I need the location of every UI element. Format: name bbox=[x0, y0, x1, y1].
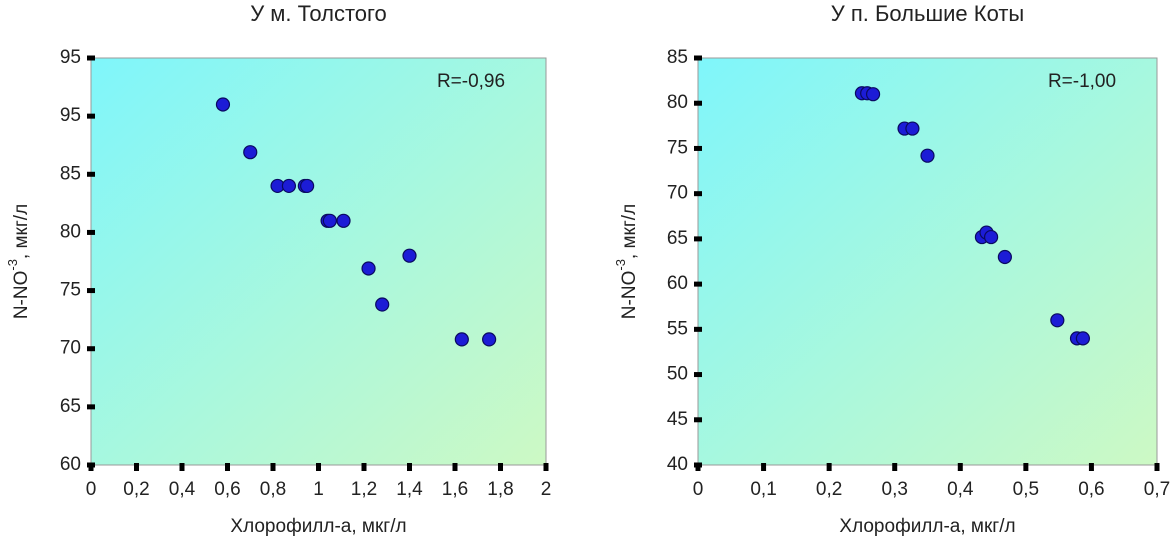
y-tick-label: 75 bbox=[60, 280, 81, 301]
plot-area bbox=[697, 57, 1158, 466]
x-tick-label: 0,6 bbox=[214, 479, 240, 500]
point bbox=[402, 248, 417, 263]
y-tick-label: 85 bbox=[60, 163, 81, 184]
point bbox=[997, 249, 1012, 265]
x-tick-label: 0 bbox=[693, 479, 704, 500]
point bbox=[1075, 331, 1091, 346]
x-tick-label: 0 bbox=[86, 479, 97, 500]
chart-title: У п. Большие Коты bbox=[831, 1, 1024, 26]
y-tick-label: 80 bbox=[667, 92, 688, 113]
x-tick-label: 0,5 bbox=[1013, 479, 1039, 500]
x-tick-label: 1,4 bbox=[396, 479, 423, 500]
y-tick-label: 50 bbox=[667, 364, 688, 385]
point bbox=[322, 213, 337, 228]
x-tick-label: 1,6 bbox=[442, 479, 468, 500]
x-tick-label: 0,4 bbox=[947, 479, 974, 500]
y-tick-label: 55 bbox=[667, 318, 688, 339]
y-label-base: N-NO bbox=[619, 271, 640, 320]
point bbox=[984, 229, 999, 245]
y-label-unit: , мкг/л bbox=[619, 204, 640, 259]
y-axis-label: N-NO-3, мкг/л bbox=[613, 204, 640, 319]
y-label-sup: -3 bbox=[613, 259, 628, 271]
x-axis-label: Хлорофилл-а, мкг/л bbox=[839, 516, 1015, 537]
y-tick-label: 45 bbox=[667, 409, 688, 430]
x-tick-label: 2 bbox=[541, 479, 552, 500]
annotation: R=-0,96 bbox=[437, 71, 505, 92]
x-tick-label: 1,8 bbox=[487, 479, 513, 500]
x-tick-label: 0,2 bbox=[123, 479, 149, 500]
x-tick-label: 0,1 bbox=[750, 479, 776, 500]
point bbox=[215, 97, 231, 112]
y-label-unit: , мкг/л bbox=[11, 204, 32, 259]
x-tick-label: 0,7 bbox=[1144, 479, 1170, 500]
y-tick-label: 75 bbox=[667, 137, 688, 158]
x-tick-label: 0,3 bbox=[882, 479, 908, 500]
point bbox=[482, 332, 497, 347]
y-tick-label: 70 bbox=[60, 338, 81, 359]
y-axis-label: N-NO-3, мкг/л bbox=[5, 204, 32, 319]
y-tick-label: 60 bbox=[60, 454, 81, 475]
point bbox=[300, 178, 315, 194]
y-tick-label: 95 bbox=[60, 105, 81, 126]
point bbox=[281, 178, 297, 194]
point bbox=[375, 297, 390, 312]
annotation: R=-1,00 bbox=[1048, 71, 1116, 92]
y-tick-label: 40 bbox=[667, 454, 688, 475]
x-tick-label: 0,2 bbox=[816, 479, 842, 500]
point bbox=[905, 121, 920, 136]
y-tick-label: 70 bbox=[667, 183, 688, 204]
plot-area bbox=[90, 57, 547, 466]
point bbox=[361, 261, 376, 276]
x-tick-label: 0,4 bbox=[169, 479, 196, 500]
y-label-sup: -3 bbox=[5, 259, 20, 271]
y-tick-label: 85 bbox=[667, 47, 688, 68]
point bbox=[1050, 313, 1065, 328]
point bbox=[243, 145, 258, 160]
x-tick-label: 1 bbox=[313, 479, 324, 500]
y-tick-label: 60 bbox=[667, 273, 688, 294]
x-axis-label: Хлорофилл-а, мкг/л bbox=[230, 516, 406, 537]
y-tick-label: 65 bbox=[60, 396, 81, 417]
x-tick-label: 0,8 bbox=[260, 479, 286, 500]
point bbox=[336, 213, 351, 228]
y-label-base: N-NO bbox=[11, 271, 32, 320]
point bbox=[454, 332, 469, 347]
point bbox=[920, 148, 935, 163]
y-tick-label: 80 bbox=[60, 221, 81, 242]
x-tick-label: 0,6 bbox=[1078, 479, 1104, 500]
x-tick-label: 1,2 bbox=[351, 479, 377, 500]
y-tick-label: 95 bbox=[60, 47, 81, 68]
y-tick-label: 65 bbox=[667, 228, 688, 249]
chart-title: У м. Толстого bbox=[250, 1, 387, 26]
point bbox=[865, 87, 881, 102]
